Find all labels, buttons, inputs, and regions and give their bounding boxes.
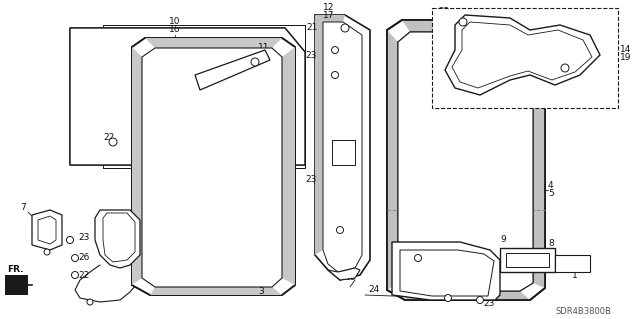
Polygon shape: [315, 15, 370, 280]
Circle shape: [332, 47, 339, 54]
Text: 1: 1: [572, 271, 578, 279]
Polygon shape: [195, 50, 270, 90]
Polygon shape: [398, 32, 533, 291]
Polygon shape: [103, 213, 135, 262]
Bar: [103, 25, 305, 168]
Circle shape: [44, 249, 50, 255]
Text: 22: 22: [103, 133, 115, 143]
Polygon shape: [315, 15, 323, 255]
Text: 25: 25: [258, 58, 269, 68]
Text: 9: 9: [500, 235, 506, 244]
Text: 6: 6: [148, 216, 154, 225]
Circle shape: [251, 58, 259, 66]
Polygon shape: [142, 48, 282, 287]
Circle shape: [477, 296, 483, 303]
Circle shape: [109, 138, 117, 146]
Circle shape: [337, 226, 344, 234]
Text: 12: 12: [323, 4, 334, 12]
Circle shape: [72, 255, 79, 262]
Polygon shape: [323, 22, 362, 272]
Polygon shape: [400, 250, 494, 296]
Text: 18: 18: [345, 273, 356, 283]
Text: 10: 10: [169, 18, 180, 26]
Text: 17: 17: [323, 11, 335, 20]
Polygon shape: [402, 20, 530, 32]
Polygon shape: [500, 248, 555, 272]
Text: 19: 19: [620, 54, 632, 63]
Text: 23: 23: [305, 50, 316, 60]
Text: 7: 7: [20, 204, 26, 212]
Polygon shape: [315, 15, 345, 22]
Text: 13: 13: [345, 265, 356, 275]
Text: 11: 11: [258, 43, 269, 53]
Text: 8: 8: [548, 239, 554, 248]
Text: 3: 3: [258, 286, 264, 295]
Polygon shape: [70, 28, 305, 165]
Polygon shape: [387, 20, 545, 300]
Circle shape: [72, 271, 79, 278]
Text: 15: 15: [573, 70, 584, 79]
Text: 22: 22: [78, 271, 89, 279]
Text: FR.: FR.: [7, 265, 23, 275]
Polygon shape: [555, 255, 590, 272]
Polygon shape: [145, 38, 282, 48]
Circle shape: [87, 299, 93, 305]
Polygon shape: [392, 242, 500, 300]
Polygon shape: [405, 291, 530, 300]
Circle shape: [561, 64, 569, 72]
Polygon shape: [103, 25, 305, 168]
Circle shape: [459, 18, 467, 26]
Polygon shape: [38, 216, 56, 244]
Circle shape: [445, 294, 451, 301]
Polygon shape: [506, 253, 549, 267]
Text: 25: 25: [554, 85, 565, 94]
Text: 23: 23: [483, 299, 494, 308]
Polygon shape: [132, 47, 142, 285]
Text: 2: 2: [258, 278, 264, 287]
Polygon shape: [132, 38, 295, 295]
Polygon shape: [150, 287, 282, 295]
Polygon shape: [332, 140, 355, 165]
Polygon shape: [95, 210, 140, 268]
Polygon shape: [5, 275, 28, 295]
Polygon shape: [533, 30, 545, 288]
Circle shape: [332, 71, 339, 78]
Polygon shape: [328, 268, 360, 280]
Text: 5: 5: [548, 189, 554, 197]
Text: 22: 22: [438, 8, 449, 17]
Polygon shape: [282, 47, 295, 285]
Text: 4: 4: [548, 181, 554, 189]
Text: 21: 21: [306, 24, 317, 33]
Text: 20: 20: [573, 78, 584, 87]
Bar: [432, 8, 618, 108]
Polygon shape: [452, 22, 592, 88]
Text: 26: 26: [78, 253, 90, 262]
Text: 23: 23: [305, 175, 316, 184]
Circle shape: [67, 236, 74, 243]
Circle shape: [415, 255, 422, 262]
Text: 16: 16: [169, 26, 180, 34]
Polygon shape: [70, 28, 305, 165]
Text: 14: 14: [620, 46, 632, 55]
Polygon shape: [387, 30, 398, 290]
Polygon shape: [32, 210, 62, 250]
Circle shape: [341, 24, 349, 32]
Polygon shape: [445, 15, 600, 95]
Text: 23: 23: [78, 234, 90, 242]
Text: 24: 24: [368, 286, 380, 294]
Text: SDR4B3800B: SDR4B3800B: [555, 308, 611, 316]
